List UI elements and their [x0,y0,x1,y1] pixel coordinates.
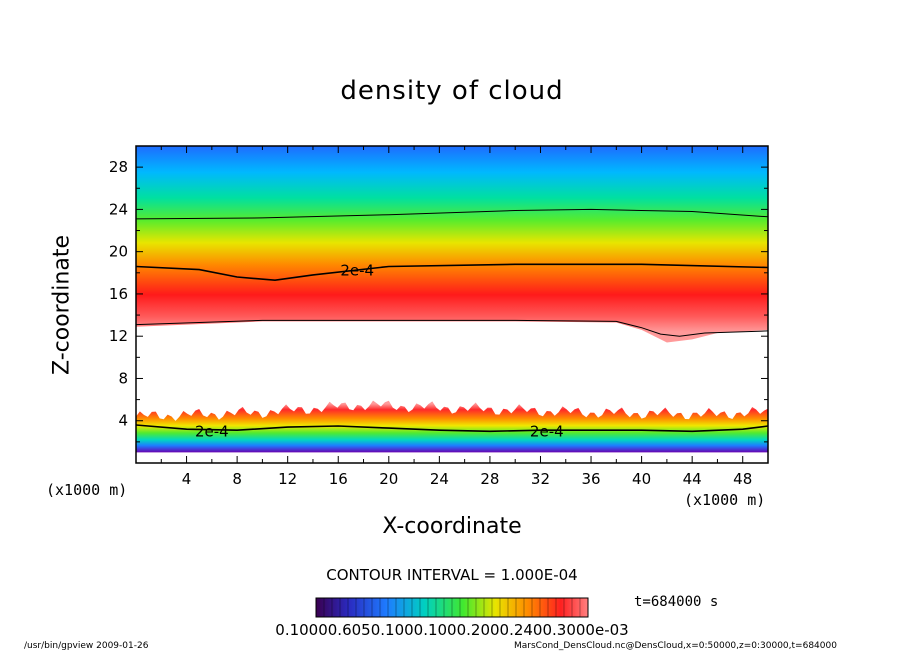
x-tick-label: 36 [581,470,600,488]
contour-labels: 2e-4 2e-4 2e-4 [195,262,564,441]
y-tick-label: 20 [109,243,128,261]
x-tick-label: 32 [531,470,550,488]
colorbar-tick-labels: 0.10000.6050.1000.1000.2000.2400.3000e-0… [275,621,629,639]
contour-interval-label: CONTOUR INTERVAL = 1.000E-04 [326,566,578,584]
contour-lines [136,208,768,433]
y-tick-label: 28 [109,158,128,176]
x-tick-label: 4 [182,470,192,488]
contour-line [136,208,768,220]
upper-cloud-layer [136,146,768,343]
y-tick-label: 12 [109,327,128,345]
x-unit-label-left: (x1000 m) [46,481,128,499]
colorbar-tick-marks [323,598,581,617]
chart-title: density of cloud [340,76,564,106]
contour-label: 2e-4 [340,262,374,280]
x-tick-label: 12 [278,470,297,488]
contour-label: 2e-4 [195,422,229,440]
footer-program-date: /usr/bin/gpview 2009-01-26 [24,641,149,651]
contour-line [136,424,768,433]
contour-label: 2e-4 [530,422,564,440]
x-tick-label: 28 [480,470,499,488]
footer-source: MarsCond_DensCloud.nc@DensCloud,x=0:5000… [514,641,837,651]
x-tick-label: 24 [430,470,449,488]
y-axis: 4 8 12 16 20 24 28 [109,158,768,443]
x-axis-label: X-coordinate [382,514,522,539]
y-axis-label: Z-coordinate [49,235,75,375]
y-tick-label: 16 [109,285,128,303]
contour-line [136,263,768,282]
x-tick-label: 44 [683,470,702,488]
x-tick-label: 20 [379,470,398,488]
y-tick-label: 24 [109,200,128,218]
x-tick-label: 48 [733,470,752,488]
x-unit-label-right: (x1000 m) [684,491,766,509]
y-tick-label: 8 [118,369,128,387]
x-axis: 4 8 12 16 20 24 28 32 36 40 44 48 [160,146,752,488]
lower-cloud-layer [136,400,768,453]
contour-line [136,319,768,337]
time-label: t=684000 s [634,594,719,610]
x-tick-label: 16 [329,470,348,488]
plot-frame [135,145,769,464]
y-tick-label: 4 [118,412,128,430]
x-tick-label: 40 [632,470,651,488]
x-tick-label: 8 [232,470,242,488]
